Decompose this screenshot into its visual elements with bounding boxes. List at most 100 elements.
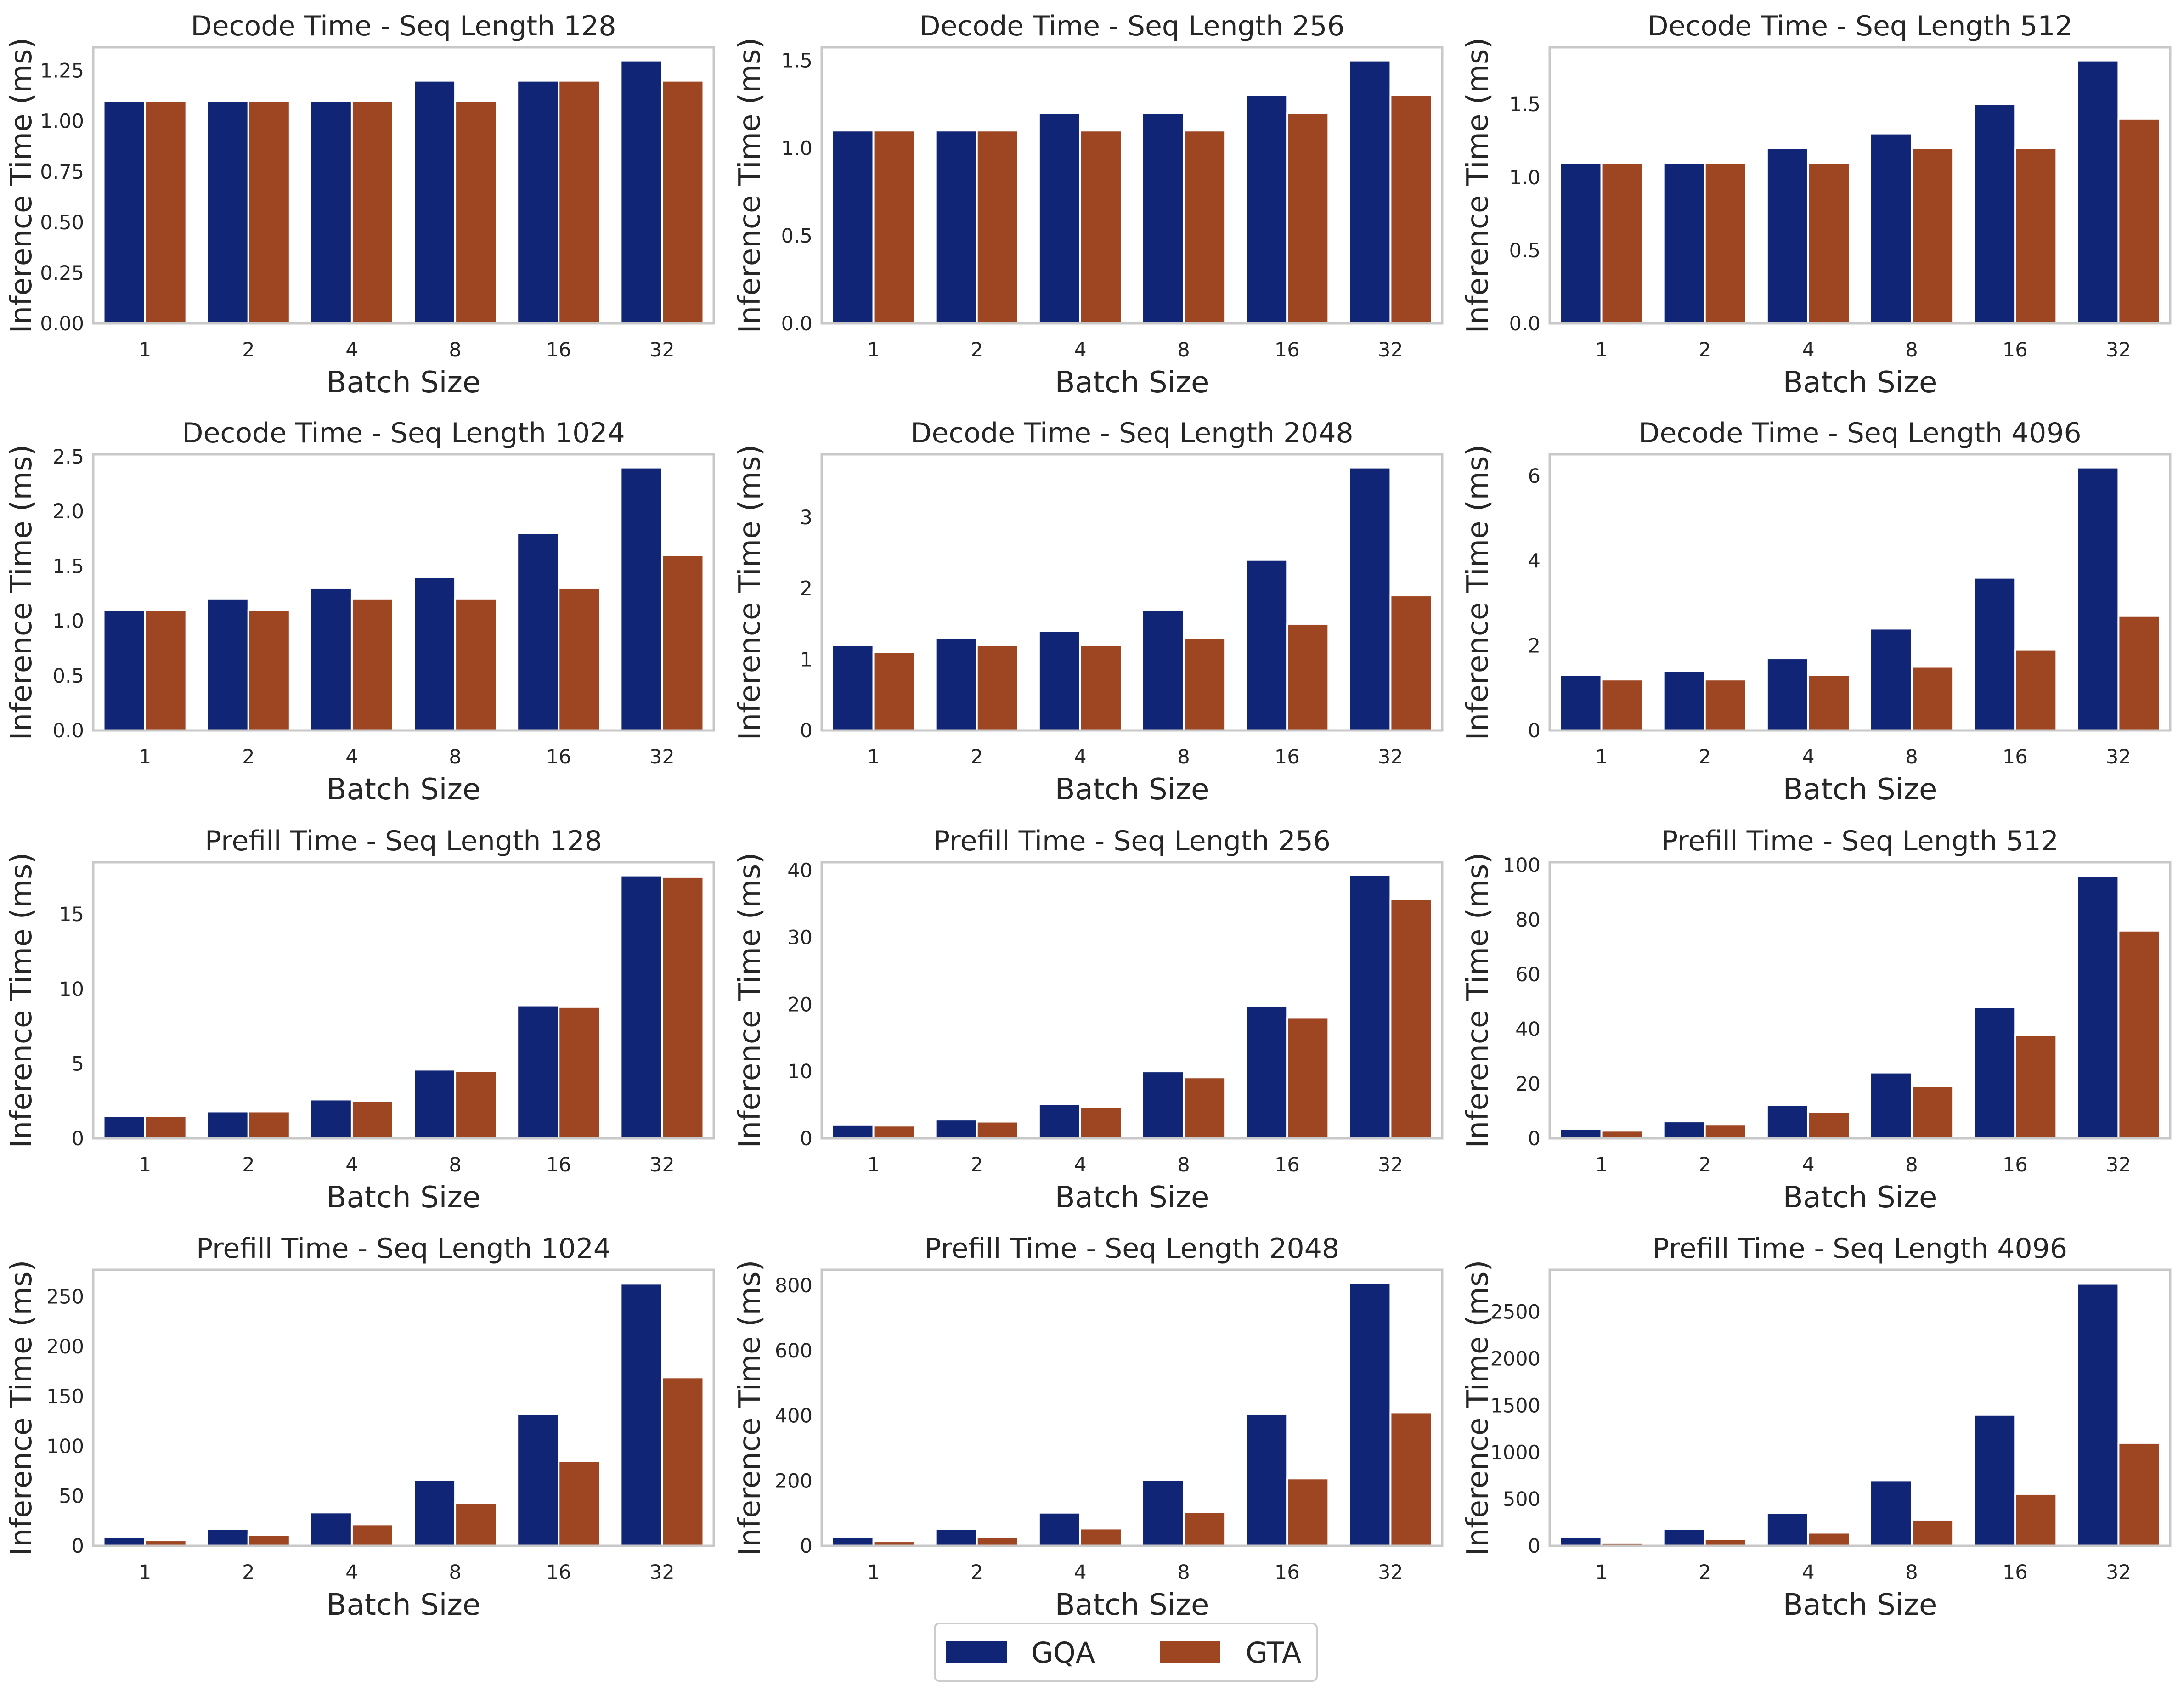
x-tick-label: 8 (449, 339, 461, 362)
subplot-title: Prefill Time - Seq Length 4096 (1653, 1233, 2067, 1265)
y-axis-label: Inference Time (ms) (1461, 853, 1495, 1148)
bar-gta-batch-2 (976, 130, 1019, 324)
x-tick-label: 8 (1177, 746, 1190, 769)
subplot-1: 1 2 4 8 16 32 0.00 0.25 0.50 0.75 1.00 1.25 Decode T… (5, 10, 715, 400)
bar-gta-batch-32 (1389, 594, 1433, 732)
y-tick-label: 0 (1528, 1127, 1541, 1150)
subplot-5: 1 2 4 8 16 32 0 1 2 3 Decode Time - Seq Length 204… (733, 417, 1444, 807)
bar-gqa-batch-16 (516, 1004, 560, 1139)
x-tick-label: 2 (971, 339, 983, 362)
x-tick-label: 1 (867, 1561, 880, 1584)
subplot-title: Decode Time - Seq Length 1024 (182, 417, 625, 449)
bar-gta-batch-16 (558, 79, 601, 324)
bar-gqa-batch-8 (1141, 112, 1185, 324)
y-axis-label: Inference Time (ms) (1461, 1260, 1495, 1556)
x-axis-label: Batch Size (327, 1181, 481, 1215)
y-tick-label: 15 (59, 903, 84, 926)
bar-gta-batch-32 (1389, 1411, 1433, 1547)
bar-gta-batch-16 (1286, 112, 1330, 324)
bar-gqa-batch-4 (1766, 1104, 1809, 1140)
x-tick-label: 1 (139, 1154, 151, 1176)
bar-gta-batch-16 (558, 1460, 601, 1547)
bar-gta-batch-4 (1079, 130, 1123, 324)
bar-gta-batch-16 (2014, 147, 2058, 324)
y-tick-label: 10 (59, 978, 84, 1001)
bar-gqa-batch-4 (309, 100, 353, 325)
bar-gqa-batch-2 (934, 637, 978, 732)
x-tick-label: 4 (345, 339, 358, 362)
legend: GQA GTA (934, 1623, 1318, 1682)
bar-gqa-batch-32 (1348, 874, 1392, 1140)
bar-gta-batch-32 (661, 554, 705, 732)
x-tick-label: 1 (867, 339, 880, 362)
bar-gqa-batch-32 (2076, 1283, 2120, 1547)
y-tick-label: 250 (46, 1286, 84, 1309)
x-tick-label: 2 (1699, 1561, 1711, 1584)
x-tick-label: 1 (139, 339, 151, 362)
bar-gta-batch-2 (247, 1534, 291, 1547)
x-tick-label: 32 (1378, 1561, 1403, 1584)
bar-gqa-batch-32 (2076, 59, 2120, 325)
y-tick-label: 2 (800, 577, 813, 600)
bar-gqa-batch-8 (1141, 1479, 1185, 1547)
bar-gta-batch-32 (2117, 615, 2161, 731)
x-tick-label: 1 (867, 746, 880, 769)
y-tick-label: 1500 (1490, 1394, 1541, 1417)
x-tick-label: 1 (1595, 746, 1608, 769)
bar-gta-batch-1 (1600, 162, 1644, 324)
x-tick-label: 32 (2106, 1154, 2131, 1176)
x-tick-label: 1 (1595, 1154, 1608, 1176)
plot-frame-overlay (820, 1268, 1444, 1547)
y-tick-label: 3 (800, 506, 813, 529)
legend-frame (934, 1623, 1318, 1682)
y-tick-label: 1000 (1490, 1441, 1541, 1464)
x-axis-label: Batch Size (1783, 773, 1937, 807)
y-tick-label: 200 (775, 1470, 813, 1493)
subplot-11: 1 2 4 8 16 32 0 200 400 600 800 Prefill Time - Seq … (733, 1233, 1444, 1622)
y-tick-label: 5 (72, 1052, 84, 1075)
bar-gta-batch-2 (976, 1120, 1019, 1139)
y-tick-label: 50 (59, 1485, 84, 1508)
bar-gta-batch-32 (661, 876, 705, 1139)
bar-gta-batch-1 (144, 1115, 187, 1139)
bar-gqa-batch-2 (934, 1528, 978, 1547)
bar-gta-batch-1 (872, 651, 916, 731)
x-tick-label: 4 (1074, 746, 1086, 769)
bar-gqa-batch-32 (1348, 466, 1392, 731)
x-tick-label: 4 (1074, 1561, 1086, 1584)
x-tick-label: 4 (1802, 339, 1814, 362)
y-tick-label: 500 (1503, 1488, 1541, 1511)
bar-gqa-batch-8 (1869, 132, 1913, 324)
x-tick-label: 2 (242, 1154, 254, 1176)
x-tick-label: 2 (971, 1561, 983, 1584)
bar-gta-batch-4 (1079, 1527, 1123, 1547)
y-tick-label: 20 (1515, 1073, 1541, 1096)
bar-gta-batch-16 (558, 587, 601, 731)
subplot-title: Decode Time - Seq Length 256 (919, 10, 1344, 42)
plot-frame-overlay (1548, 861, 2172, 1140)
y-tick-label: 2 (1528, 634, 1541, 657)
bar-gta-batch-8 (1911, 1518, 1954, 1547)
bar-gqa-batch-32 (1348, 1282, 1392, 1547)
x-tick-label: 16 (1275, 1154, 1300, 1176)
y-tick-label: 100 (1503, 854, 1541, 877)
y-tick-label: 40 (787, 860, 813, 882)
bar-gta-batch-4 (1807, 1532, 1851, 1547)
subplot-title: Prefill Time - Seq Length 128 (205, 825, 602, 857)
bar-gqa-batch-8 (413, 79, 457, 324)
bar-gta-batch-2 (976, 1536, 1019, 1547)
y-tick-label: 1.5 (53, 555, 84, 578)
x-tick-label: 1 (139, 1561, 151, 1584)
x-tick-label: 32 (2106, 746, 2131, 769)
y-axis-label: Inference Time (ms) (733, 445, 767, 741)
bar-gta-batch-2 (976, 644, 1019, 731)
x-tick-label: 8 (449, 746, 461, 769)
subplot-10: 1 2 4 8 16 32 0 50 100 150 200 250 Prefill Time - Se… (5, 1233, 715, 1622)
x-tick-label: 1 (139, 746, 151, 769)
bar-gqa-batch-16 (1973, 1006, 2016, 1139)
y-tick-label: 1.25 (40, 60, 84, 83)
y-tick-label: 2000 (1490, 1348, 1541, 1371)
x-tick-label: 2 (971, 1154, 983, 1176)
bar-gqa-batch-8 (1869, 1479, 1913, 1547)
y-axis-label: Inference Time (ms) (5, 1260, 39, 1556)
